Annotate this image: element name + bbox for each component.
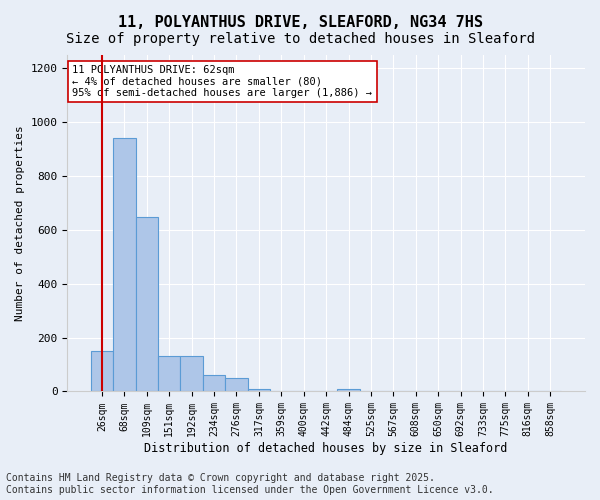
Bar [181, 356, 203, 392]
Bar [337, 389, 360, 392]
Bar [91, 351, 113, 392]
Y-axis label: Number of detached properties: Number of detached properties [15, 126, 25, 321]
Bar [113, 138, 136, 392]
Text: Size of property relative to detached houses in Sleaford: Size of property relative to detached ho… [65, 32, 535, 46]
Text: Contains HM Land Registry data © Crown copyright and database right 2025.
Contai: Contains HM Land Registry data © Crown c… [6, 474, 494, 495]
Bar [203, 376, 225, 392]
Bar [225, 378, 248, 392]
X-axis label: Distribution of detached houses by size in Sleaford: Distribution of detached houses by size … [145, 442, 508, 455]
Text: 11, POLYANTHUS DRIVE, SLEAFORD, NG34 7HS: 11, POLYANTHUS DRIVE, SLEAFORD, NG34 7HS [118, 15, 482, 30]
Bar [136, 216, 158, 392]
Text: 11 POLYANTHUS DRIVE: 62sqm
← 4% of detached houses are smaller (80)
95% of semi-: 11 POLYANTHUS DRIVE: 62sqm ← 4% of detac… [73, 65, 373, 98]
Bar [248, 389, 270, 392]
Bar [158, 356, 181, 392]
